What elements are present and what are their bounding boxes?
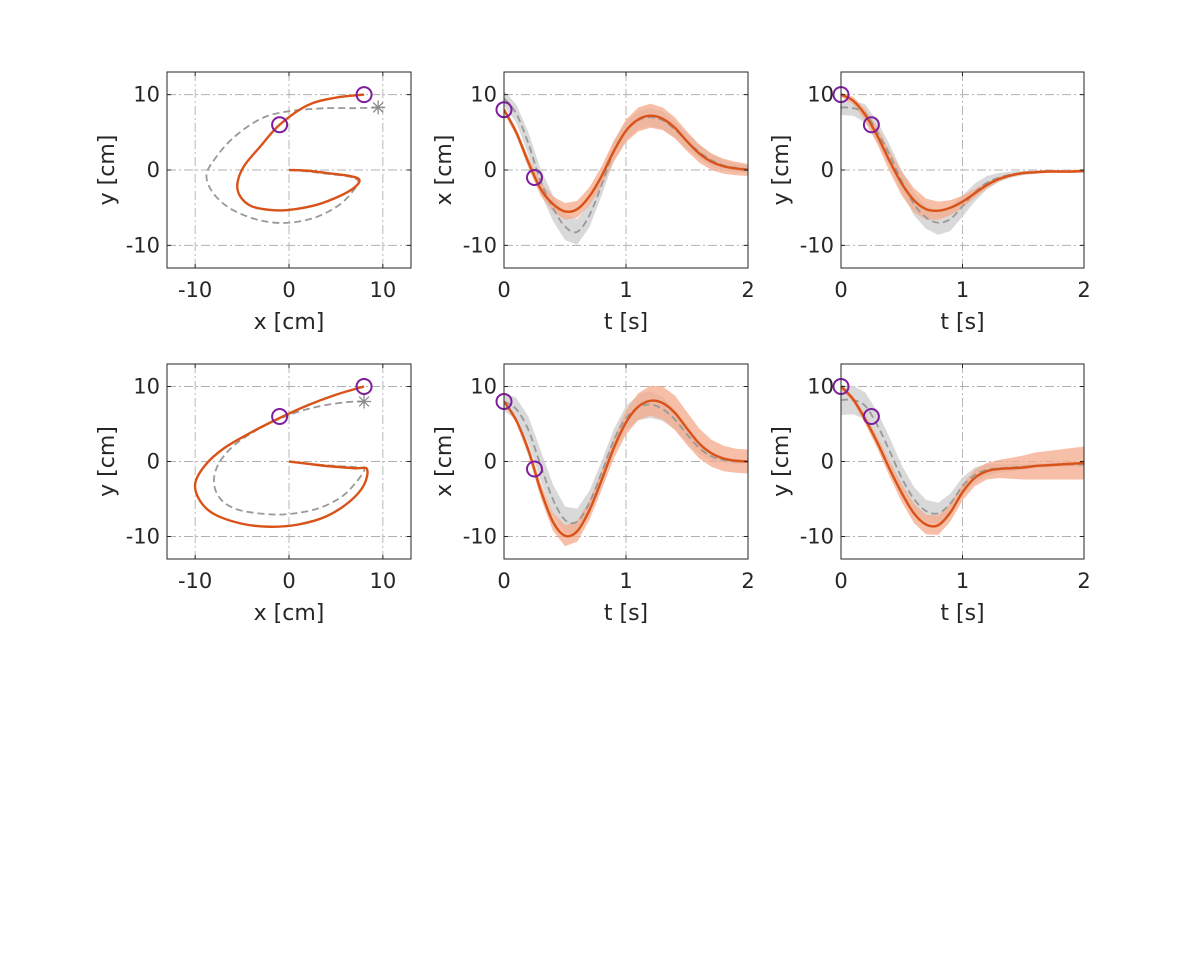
y-tick-label: -10 [126, 233, 160, 257]
model-variance-band [504, 103, 748, 220]
y-axis-label: y [cm] [769, 426, 794, 497]
x-tick-label: 1 [956, 569, 969, 593]
via-point-marker [862, 116, 880, 134]
y-tick-label: 0 [147, 450, 160, 474]
y-tick-label: 10 [807, 375, 834, 399]
x-tick-label: 1 [956, 278, 969, 302]
y-axis-label: x [cm] [432, 426, 457, 497]
plot-area [205, 93, 379, 224]
via-point-marker [862, 408, 880, 425]
x-tick-label: 0 [282, 278, 295, 302]
x-tick-label: 2 [1077, 569, 1090, 593]
x-axis-label: x [cm] [254, 310, 325, 335]
x-tick-label: -10 [178, 278, 212, 302]
y-axis-label: x [cm] [432, 135, 457, 206]
x-tick-label: 0 [497, 278, 510, 302]
x-axis-label: t [s] [604, 601, 648, 626]
model-trajectory-line [236, 93, 365, 212]
model-trajectory-line [193, 385, 369, 528]
model-variance-band [504, 385, 748, 547]
subplot-r1c1: -10 0 10 -10 0 10 x [cm] y [cm] [95, 71, 412, 335]
via-point-marker [526, 460, 543, 478]
y-tick-label: 0 [484, 450, 497, 474]
y-tick-label: 10 [470, 83, 497, 107]
via-point-marker [271, 116, 289, 134]
asterisk-stroke [372, 102, 384, 113]
x-tick-label: 1 [619, 278, 632, 302]
x-tick-label: -10 [178, 569, 212, 593]
plot-area [841, 92, 1084, 235]
asterisk-stroke [358, 396, 370, 407]
x-tick-label: 0 [497, 569, 510, 593]
y-tick-label: -10 [463, 525, 497, 549]
y-axis-label: y [cm] [95, 426, 120, 497]
demo-trajectory-line [504, 400, 748, 525]
y-tick-label: -10 [463, 233, 497, 257]
x-tick-label: 0 [282, 569, 295, 593]
x-tick-label: 2 [741, 278, 754, 302]
y-axis-label: y [cm] [95, 135, 120, 206]
x-axis-label: x [cm] [254, 601, 325, 626]
x-tick-label: 2 [741, 569, 754, 593]
via-point-marker [271, 408, 289, 425]
y-tick-label: 0 [147, 158, 160, 182]
goal-asterisk-marker [357, 394, 372, 409]
y-tick-label: 0 [821, 158, 834, 182]
via-point-marker [355, 378, 373, 395]
y-axis-label: y [cm] [769, 135, 794, 206]
x-tick-label: 10 [369, 569, 396, 593]
y-tick-label: 10 [133, 375, 160, 399]
x-tick-label: 10 [369, 278, 396, 302]
model-trajectory-line [841, 385, 1084, 528]
x-axis-label: t [s] [940, 601, 984, 626]
y-tick-label: -10 [800, 233, 834, 257]
y-tick-label: 10 [133, 83, 160, 107]
via-point-marker [355, 86, 373, 104]
y-tick-label: 0 [821, 450, 834, 474]
plot-area [193, 385, 369, 528]
y-tick-label: -10 [126, 525, 160, 549]
x-tick-label: 0 [834, 278, 847, 302]
plot-area [504, 385, 748, 547]
plot-area [841, 384, 1084, 535]
model-variance-band [841, 92, 1084, 220]
y-tick-label: -10 [800, 525, 834, 549]
x-tick-label: 1 [619, 569, 632, 593]
x-axis-label: t [s] [604, 310, 648, 335]
model-trajectory-line [504, 109, 748, 214]
demo-trajectory-line [205, 106, 379, 224]
x-axis-label: t [s] [940, 310, 984, 335]
goal-asterisk-marker [371, 100, 386, 115]
y-tick-label: 10 [470, 375, 497, 399]
demo-trajectory-line [841, 398, 1084, 515]
model-trajectory-line [841, 93, 1084, 213]
x-tick-label: 2 [1077, 278, 1090, 302]
x-tick-label: 0 [834, 569, 847, 593]
model-trajectory-line [504, 399, 748, 538]
plot-area [504, 90, 748, 245]
y-tick-label: 10 [807, 83, 834, 107]
via-point-marker [526, 169, 543, 187]
y-tick-label: 0 [484, 158, 497, 182]
model-variance-band [841, 384, 1084, 535]
demo-trajectory-line [841, 106, 1084, 224]
subplot-r2c1: -10 0 10 -10 0 10 x [cm] y [cm] [95, 363, 412, 626]
